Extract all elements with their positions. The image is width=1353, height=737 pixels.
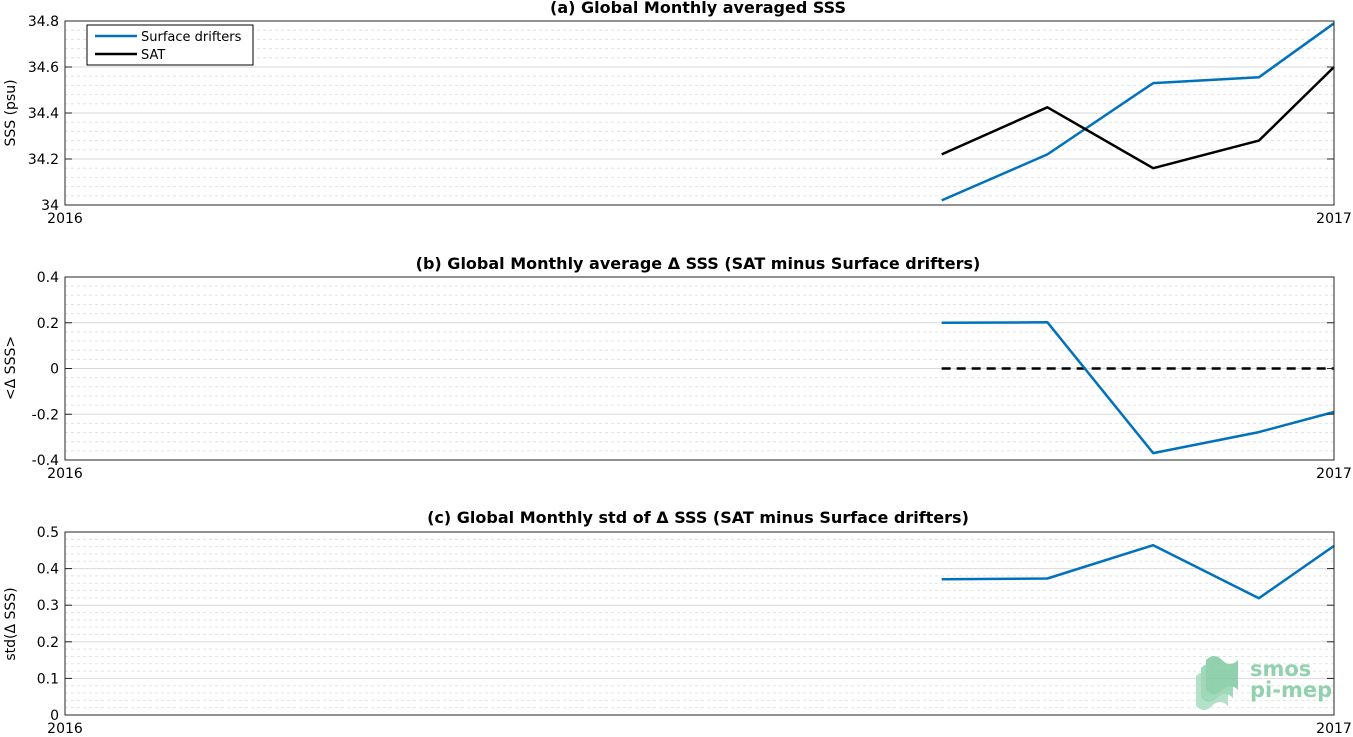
panel-a-ytick-label: 34.8	[28, 14, 59, 30]
panel-c-ylabel: std(Δ SSS)	[3, 587, 19, 660]
panel-a-ytick-label: 34.4	[28, 106, 59, 122]
panel-b-ylabel: <Δ SSS>	[3, 336, 19, 400]
panel-a-ylabel: SSS (psu)	[3, 79, 19, 146]
panel-a-xtick-label: 2016	[47, 211, 83, 227]
logo-wave-icon	[1196, 656, 1238, 710]
panel-a-ytick-label: 34.2	[28, 152, 59, 168]
panel-a-plot: 34 34.2 34.4 34.6 34.8 2016 2017	[28, 14, 1352, 227]
panel-c: (c) Global Monthly std of Δ SSS (SAT min…	[3, 508, 1352, 737]
panel-c-title: (c) Global Monthly std of Δ SSS (SAT min…	[427, 508, 969, 527]
logo-line2: pi-mep	[1250, 678, 1332, 702]
panel-c-ytick-label: 0.1	[37, 671, 59, 687]
panel-b-xtick-label: 2016	[47, 466, 83, 482]
panel-c-xtick-label: 2016	[47, 721, 83, 737]
panel-c-ytick-label: 0.2	[37, 635, 59, 651]
panel-b-ytick-label: -0.4	[32, 453, 59, 469]
legend-box	[86, 24, 254, 66]
panel-c-ytick-label: 0.3	[37, 598, 59, 614]
panel-b-title: (b) Global Monthly average Δ SSS (SAT mi…	[416, 254, 981, 273]
panel-a-xtick-label: 2017	[1316, 211, 1352, 227]
panel-a-series-sat	[941, 66, 1335, 170]
smos-pi-mep-logo: smos pi-mep	[1196, 656, 1332, 710]
panel-c-ytick-label: 0	[50, 708, 59, 724]
legend: Surface drifters SAT	[86, 24, 254, 66]
legend-sat-label: SAT	[141, 48, 165, 63]
panel-b: (b) Global Monthly average Δ SSS (SAT mi…	[3, 254, 1352, 482]
panel-c-axes-box	[64, 531, 1335, 716]
panel-c-background	[65, 532, 1334, 715]
panel-c-ytick-label: 0.5	[37, 525, 59, 541]
panel-a-title: (a) Global Monthly averaged SSS	[550, 0, 846, 17]
legend-drifters-label: Surface drifters	[141, 30, 242, 45]
panel-a-series-surface-drifters	[941, 22, 1335, 202]
panel-b-plot: -0.4 -0.2 0 0.2 0.4 2016 2017	[32, 270, 1352, 482]
panel-b-ytick-label: -0.2	[32, 407, 59, 423]
panel-c-series-delta-sss	[941, 543, 1335, 600]
panel-a: (a) Global Monthly averaged SSS SSS (psu…	[3, 0, 1352, 227]
panel-c-xtick-label: 2017	[1316, 721, 1352, 737]
panel-c-plot: 0 0.1 0.2 0.3 0.4 0.5 2016 2017	[37, 525, 1352, 737]
panel-b-ytick-label: 0	[50, 362, 59, 378]
panel-b-ytick-label: 0.4	[37, 270, 59, 286]
panel-a-ytick-label: 34	[41, 198, 59, 214]
panel-b-series-delta-sss	[941, 321, 1335, 455]
logo-line1: smos	[1250, 657, 1311, 681]
panel-c-ytick-label: 0.4	[37, 562, 59, 578]
panel-a-ytick-label: 34.6	[28, 60, 59, 76]
panel-b-xtick-label: 2017	[1316, 466, 1352, 482]
panel-b-ytick-label: 0.2	[37, 316, 59, 332]
